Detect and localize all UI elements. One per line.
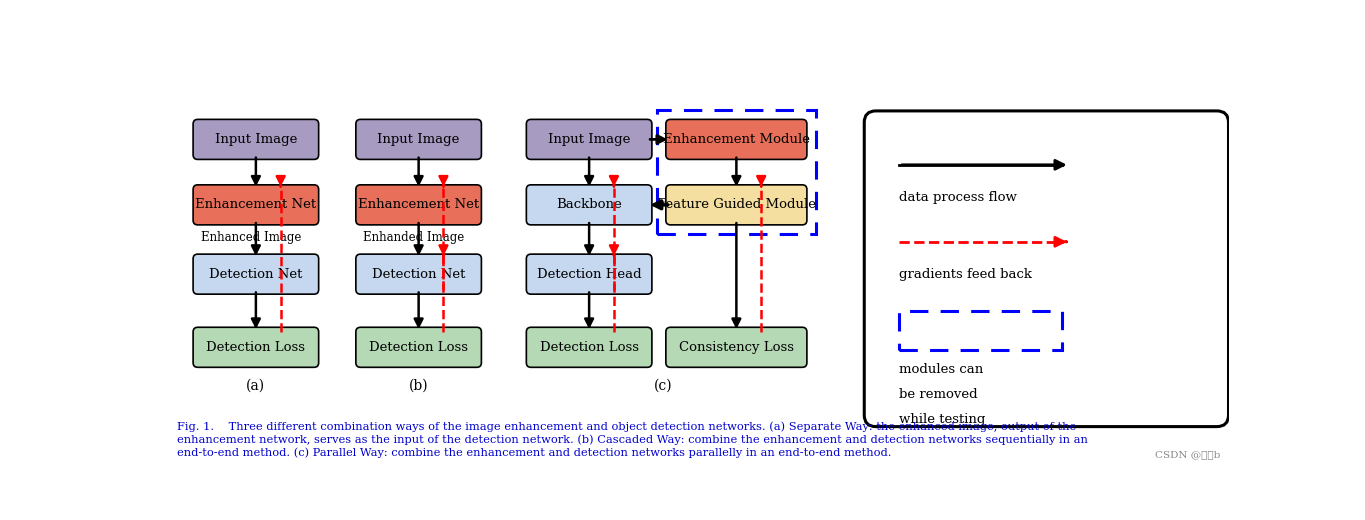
Text: Enhancement Net: Enhancement Net [195,198,317,211]
Text: Feature Guided Module: Feature Guided Module [657,198,816,211]
Text: Backbone: Backbone [557,198,622,211]
Text: while testing: while testing [900,413,986,426]
Text: Detection Net: Detection Net [209,268,303,281]
Text: Detection Loss: Detection Loss [539,341,639,354]
Text: Input Image: Input Image [547,133,631,146]
FancyBboxPatch shape [527,185,652,225]
Text: Detection Loss: Detection Loss [369,341,468,354]
FancyBboxPatch shape [666,120,807,160]
Text: Fig. 1.    Three different combination ways of the image enhancement and object : Fig. 1. Three different combination ways… [177,421,1076,432]
FancyBboxPatch shape [356,120,482,160]
Text: Input Image: Input Image [214,133,298,146]
Text: Input Image: Input Image [378,133,460,146]
Text: end-to-end method. (c) Parallel Way: combine the enhancement and detection netwo: end-to-end method. (c) Parallel Way: com… [177,448,891,458]
Text: Detection Loss: Detection Loss [206,341,306,354]
FancyBboxPatch shape [864,111,1228,426]
Text: Detection Net: Detection Net [371,268,465,281]
FancyBboxPatch shape [192,185,318,225]
FancyBboxPatch shape [527,120,652,160]
Text: gradients feed back: gradients feed back [900,268,1032,281]
Text: Consistency Loss: Consistency Loss [678,341,794,354]
FancyBboxPatch shape [356,185,482,225]
FancyBboxPatch shape [356,327,482,367]
Text: enhancement network, serves as the input of the detection network. (b) Cascaded : enhancement network, serves as the input… [177,434,1088,445]
Text: data process flow: data process flow [900,191,1017,204]
FancyBboxPatch shape [192,120,318,160]
FancyBboxPatch shape [356,254,482,294]
FancyBboxPatch shape [666,327,807,367]
Text: Enhanced Image: Enhanced Image [201,231,302,244]
Text: Enhancement Net: Enhancement Net [358,198,479,211]
Text: Enhanded Image: Enhanded Image [363,231,464,244]
FancyBboxPatch shape [527,327,652,367]
Text: be removed: be removed [900,388,977,401]
FancyBboxPatch shape [527,254,652,294]
Text: (a): (a) [246,379,265,393]
Text: (b): (b) [408,379,429,393]
FancyBboxPatch shape [192,254,318,294]
Text: (c): (c) [654,379,672,393]
FancyBboxPatch shape [192,327,318,367]
Text: modules can: modules can [900,363,983,376]
Text: Detection Head: Detection Head [536,268,642,281]
FancyBboxPatch shape [666,185,807,225]
Text: Enhancement Module: Enhancement Module [663,133,809,146]
Text: CSDN @留视b: CSDN @留视b [1155,451,1220,460]
